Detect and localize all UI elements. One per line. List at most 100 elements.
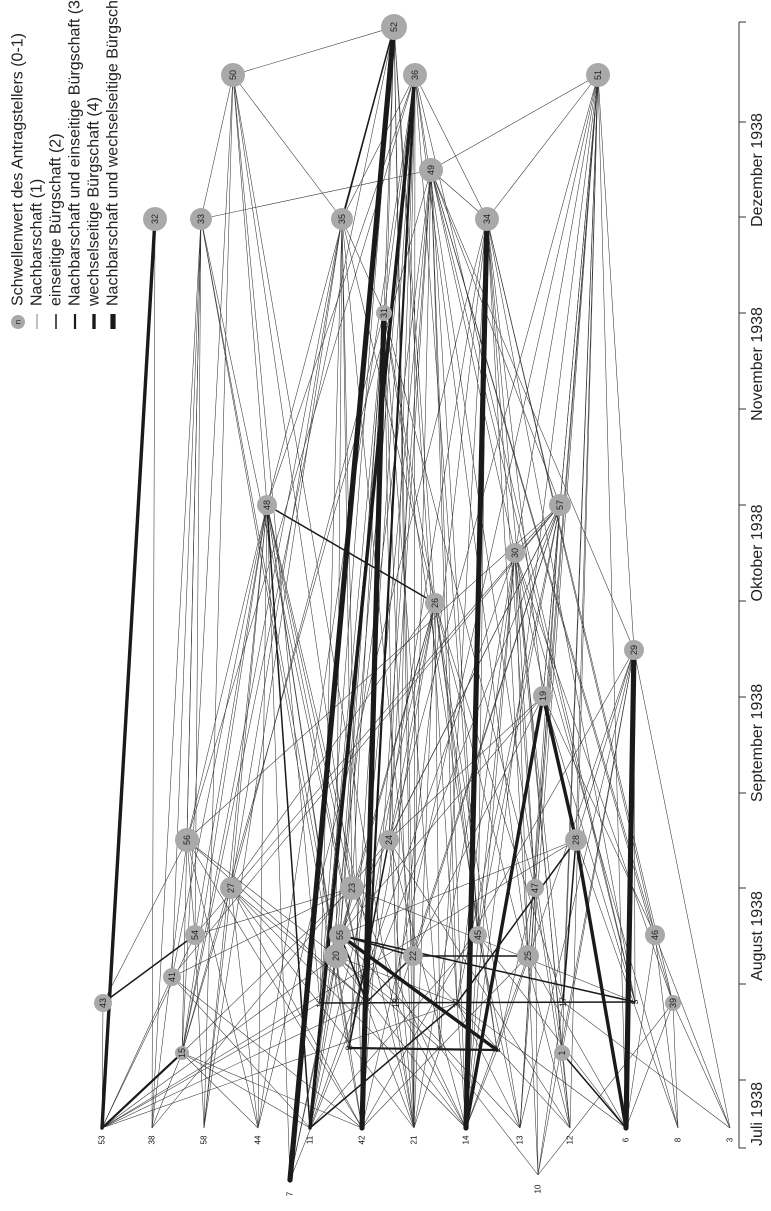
- base-node-21: 21: [410, 1135, 419, 1144]
- edge-14-20: [335, 955, 467, 1129]
- edge-41-23: [171, 887, 353, 978]
- month-label: September 1938: [749, 684, 766, 802]
- node-label: 45: [473, 930, 483, 940]
- node-37: 37: [452, 998, 462, 1008]
- edge-53-20: [101, 955, 337, 1129]
- edge-24-19: [388, 695, 544, 841]
- edge-45-57: [477, 504, 561, 936]
- edge-56-33: [186, 218, 202, 841]
- edge-40-26: [366, 602, 436, 1003]
- edge-2-26: [434, 602, 498, 1051]
- base-node-13: 13: [516, 1135, 525, 1144]
- edge-38-15: [151, 1052, 183, 1129]
- base-node-11: 11: [306, 1135, 315, 1144]
- edge-4-31: [383, 312, 441, 1049]
- edge-14-27: [230, 887, 467, 1129]
- edge-21-50: [232, 74, 415, 1129]
- edge-28-51: [575, 74, 599, 841]
- edge-17-26: [434, 602, 564, 1003]
- edge-16-35: [319, 218, 343, 1004]
- edge-54-57: [194, 504, 561, 936]
- edge-20-35: [335, 218, 343, 957]
- legend-edge-label: Nachbarschaft und wechselseitige Bürgsch…: [105, 0, 122, 306]
- edge-45-30: [477, 552, 516, 936]
- edge-6-51: [597, 74, 627, 1129]
- edge-43-56: [102, 839, 188, 1004]
- node-33: 33: [190, 208, 212, 230]
- edge-48-11: [266, 504, 311, 1129]
- edge-14-2: [465, 1049, 498, 1129]
- nodes: 4341155456272055232422452547281394619293…: [94, 14, 681, 1061]
- edge-40-55: [339, 934, 368, 1003]
- base-node-38: 38: [148, 1135, 157, 1144]
- edge-19-34: [486, 218, 544, 697]
- node-30: 30: [505, 543, 525, 563]
- edge-45-36: [414, 74, 479, 936]
- time-axis: Juli 1938 August 1938 September 1938 Oktobe…: [738, 21, 766, 1149]
- node-circle: [257, 495, 277, 515]
- base-node-42: 42: [358, 1135, 367, 1144]
- edge-48-50: [232, 74, 268, 506]
- edge-31-52: [383, 26, 395, 314]
- edge-42-27: [230, 887, 363, 1129]
- node-18: 18: [391, 998, 401, 1008]
- edge-53-40: [101, 1001, 368, 1129]
- edge-40-33: [200, 218, 368, 1003]
- edge-37-49: [430, 169, 458, 1004]
- edge-26-31: [383, 312, 436, 604]
- base-node-3: 3: [726, 1137, 735, 1142]
- edge-2-47: [496, 887, 536, 1051]
- edge-33-49: [200, 169, 432, 220]
- node-2: 2: [492, 1047, 502, 1052]
- node-9: 9: [344, 1045, 354, 1050]
- edge-6-45: [477, 934, 627, 1129]
- edge-40-36: [365, 73, 417, 1004]
- node-circle: [425, 593, 445, 613]
- edge-42-25: [361, 955, 529, 1129]
- edge-35-52: [341, 26, 395, 220]
- edge-11-49: [309, 169, 432, 1129]
- node-circle: [505, 543, 525, 563]
- node-label: 34: [482, 214, 492, 224]
- node-circle: [94, 994, 112, 1012]
- edge-12-47: [534, 887, 571, 1129]
- node-label: 47: [530, 883, 540, 893]
- node-circle: [549, 494, 571, 516]
- edge-19-28: [541, 694, 578, 842]
- edge-45-49: [430, 169, 479, 936]
- node-label: 19: [538, 691, 548, 701]
- node-circle: [221, 63, 245, 87]
- node-circle: [554, 1045, 570, 1061]
- edge-1-51: [561, 74, 599, 1054]
- edge-48-36: [266, 74, 416, 506]
- month-label: November 1938: [749, 307, 766, 421]
- edge-23-31: [351, 312, 385, 889]
- legend-edge-label: wechselseitige Bürgschaft (4): [86, 97, 103, 307]
- edge-25-34: [486, 218, 529, 957]
- legend-node-marker-text: n: [14, 320, 23, 324]
- edge-20-33: [200, 218, 337, 957]
- node-circle: [220, 877, 242, 899]
- edge-40-48: [266, 504, 368, 1003]
- node-48: 48: [257, 495, 277, 515]
- edge-22-19: [412, 695, 544, 957]
- edge-16-5: [319, 1001, 636, 1004]
- month-label: August 1938: [749, 891, 766, 981]
- edge-49-51: [430, 74, 599, 171]
- edge-54-23: [194, 887, 353, 936]
- edge-10-17: [537, 1001, 564, 1176]
- node-label: 20: [331, 951, 341, 961]
- edge-27-26: [230, 602, 436, 889]
- edge-41-33: [171, 218, 202, 978]
- edge-44-27: [230, 887, 259, 1129]
- base-node-8: 8: [674, 1137, 683, 1142]
- edge-47-30: [514, 552, 536, 889]
- legend-edge-3: Nachbarschaft und einseitige Bürgschaft …: [67, 0, 84, 329]
- node-45: 45: [469, 926, 487, 944]
- edge-15-35: [181, 218, 343, 1054]
- edge-6-29: [623, 647, 637, 1131]
- edge-54-33: [194, 218, 202, 936]
- edge-22-55: [339, 934, 414, 957]
- node-label: 46: [650, 930, 660, 940]
